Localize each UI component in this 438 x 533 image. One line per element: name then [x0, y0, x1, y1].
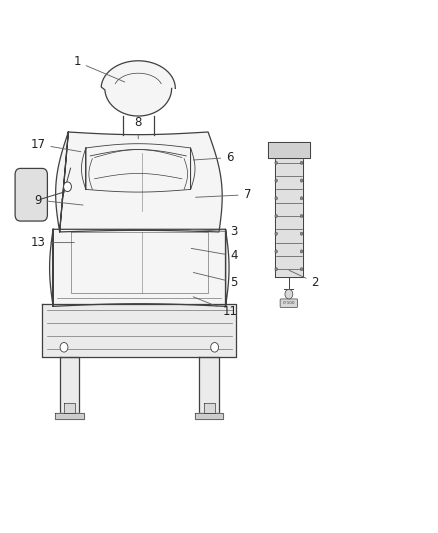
- Circle shape: [300, 232, 303, 235]
- Circle shape: [300, 214, 303, 217]
- Circle shape: [300, 250, 303, 253]
- Circle shape: [60, 343, 68, 352]
- Text: 3: 3: [191, 225, 238, 238]
- Text: 17: 17: [30, 138, 81, 152]
- Text: 1: 1: [73, 55, 125, 82]
- Text: 0°100: 0°100: [283, 301, 295, 305]
- Polygon shape: [275, 155, 303, 277]
- Circle shape: [275, 232, 278, 235]
- Text: 9: 9: [34, 193, 83, 207]
- Text: 11: 11: [193, 297, 237, 318]
- Polygon shape: [199, 357, 219, 413]
- Circle shape: [285, 289, 293, 299]
- Polygon shape: [101, 61, 175, 116]
- Polygon shape: [195, 413, 223, 419]
- Text: 5: 5: [193, 272, 238, 289]
- FancyBboxPatch shape: [280, 299, 297, 308]
- Circle shape: [275, 250, 278, 253]
- Text: 7: 7: [196, 188, 251, 201]
- Circle shape: [64, 182, 71, 191]
- Circle shape: [300, 197, 303, 200]
- FancyBboxPatch shape: [15, 168, 47, 221]
- Polygon shape: [268, 142, 310, 158]
- Circle shape: [275, 197, 278, 200]
- Circle shape: [275, 214, 278, 217]
- Text: 8: 8: [134, 117, 142, 139]
- Text: 6: 6: [194, 151, 233, 164]
- Circle shape: [300, 268, 303, 271]
- Text: 2: 2: [289, 270, 319, 289]
- Polygon shape: [42, 304, 237, 357]
- Polygon shape: [64, 403, 75, 413]
- Text: 13: 13: [30, 236, 74, 249]
- Circle shape: [211, 343, 219, 352]
- Circle shape: [275, 161, 278, 165]
- Text: 4: 4: [191, 248, 238, 262]
- Polygon shape: [56, 132, 222, 232]
- Polygon shape: [55, 413, 84, 419]
- Polygon shape: [49, 229, 229, 306]
- Polygon shape: [60, 357, 79, 413]
- Circle shape: [300, 179, 303, 182]
- Polygon shape: [204, 403, 215, 413]
- Circle shape: [275, 268, 278, 271]
- Circle shape: [300, 161, 303, 165]
- Circle shape: [275, 179, 278, 182]
